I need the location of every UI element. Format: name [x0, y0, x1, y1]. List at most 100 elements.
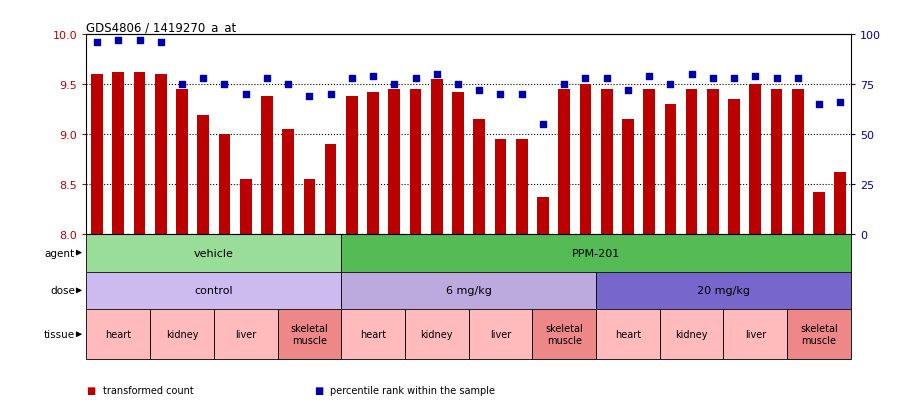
Bar: [834, 173, 846, 234]
Bar: [707, 90, 719, 234]
Point: [748, 74, 763, 80]
Point: [621, 88, 635, 94]
Point: [663, 81, 678, 88]
Text: 20 mg/kg: 20 mg/kg: [697, 286, 750, 296]
Bar: [771, 90, 783, 234]
Text: GDS4806 / 1419270_a_at: GDS4806 / 1419270_a_at: [86, 21, 237, 34]
Text: vehicle: vehicle: [194, 248, 234, 258]
Point: [259, 76, 274, 82]
Bar: [177, 90, 187, 234]
Bar: [261, 97, 273, 234]
Bar: [325, 145, 337, 234]
Text: skeletal
muscle: skeletal muscle: [545, 324, 583, 345]
Bar: [150, 310, 214, 359]
Text: kidney: kidney: [420, 330, 453, 339]
Point: [430, 71, 444, 78]
Bar: [282, 130, 294, 234]
Bar: [660, 310, 723, 359]
Point: [536, 121, 551, 128]
Text: agent: agent: [45, 248, 75, 258]
Point: [154, 40, 168, 46]
Point: [727, 76, 742, 82]
Bar: [723, 310, 787, 359]
Point: [514, 92, 529, 98]
Text: skeletal
muscle: skeletal muscle: [290, 324, 329, 345]
Bar: [197, 116, 209, 234]
Point: [323, 92, 338, 98]
Bar: [787, 310, 851, 359]
Bar: [814, 192, 824, 234]
Point: [493, 92, 508, 98]
Bar: [622, 120, 633, 234]
Point: [642, 74, 656, 80]
Text: liver: liver: [744, 330, 766, 339]
Bar: [664, 105, 676, 234]
Point: [302, 93, 317, 100]
Bar: [686, 90, 697, 234]
Point: [217, 81, 232, 88]
Point: [409, 76, 423, 82]
Text: control: control: [195, 286, 233, 296]
Point: [472, 88, 487, 94]
Text: PPM-201: PPM-201: [571, 248, 621, 258]
Bar: [469, 310, 532, 359]
Text: liver: liver: [490, 330, 511, 339]
Bar: [91, 75, 103, 234]
Point: [238, 92, 253, 98]
Bar: [113, 73, 124, 234]
Bar: [278, 310, 341, 359]
Text: percentile rank within the sample: percentile rank within the sample: [330, 385, 495, 395]
Bar: [86, 272, 341, 310]
Point: [833, 100, 847, 106]
Bar: [559, 90, 570, 234]
Bar: [580, 85, 592, 234]
Point: [196, 76, 210, 82]
Point: [366, 74, 380, 80]
Text: skeletal
muscle: skeletal muscle: [800, 324, 838, 345]
Point: [578, 76, 592, 82]
Point: [281, 81, 296, 88]
Bar: [368, 93, 379, 234]
Point: [769, 76, 784, 82]
Bar: [405, 310, 469, 359]
Point: [387, 81, 401, 88]
Bar: [346, 97, 358, 234]
Text: ■: ■: [86, 385, 96, 395]
Bar: [431, 80, 442, 234]
Bar: [410, 90, 421, 234]
Text: 6 mg/kg: 6 mg/kg: [446, 286, 491, 296]
Bar: [341, 234, 851, 272]
Bar: [473, 120, 485, 234]
Bar: [452, 93, 464, 234]
Point: [90, 40, 105, 46]
Bar: [240, 179, 251, 234]
Bar: [134, 73, 146, 234]
Bar: [86, 234, 341, 272]
Bar: [532, 310, 596, 359]
Bar: [596, 272, 851, 310]
Bar: [750, 85, 761, 234]
Text: kidney: kidney: [166, 330, 198, 339]
Bar: [155, 75, 167, 234]
Text: ■: ■: [314, 385, 323, 395]
Bar: [643, 90, 655, 234]
Text: liver: liver: [235, 330, 257, 339]
Point: [111, 38, 126, 44]
Point: [175, 81, 189, 88]
Text: tissue: tissue: [44, 330, 75, 339]
Point: [791, 76, 805, 82]
Point: [557, 81, 571, 88]
Point: [684, 71, 699, 78]
Text: transformed count: transformed count: [103, 385, 194, 395]
Text: kidney: kidney: [675, 330, 708, 339]
Point: [705, 76, 720, 82]
Bar: [86, 310, 150, 359]
Bar: [792, 90, 804, 234]
Point: [600, 76, 614, 82]
Bar: [596, 310, 660, 359]
Point: [132, 38, 147, 44]
Bar: [214, 310, 278, 359]
Point: [812, 102, 826, 108]
Point: [450, 81, 465, 88]
Bar: [389, 90, 400, 234]
